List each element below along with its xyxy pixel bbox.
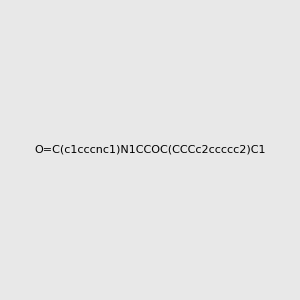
Text: O=C(c1cccnc1)N1CCOC(CCCc2ccccc2)C1: O=C(c1cccnc1)N1CCOC(CCCc2ccccc2)C1 — [34, 145, 266, 155]
